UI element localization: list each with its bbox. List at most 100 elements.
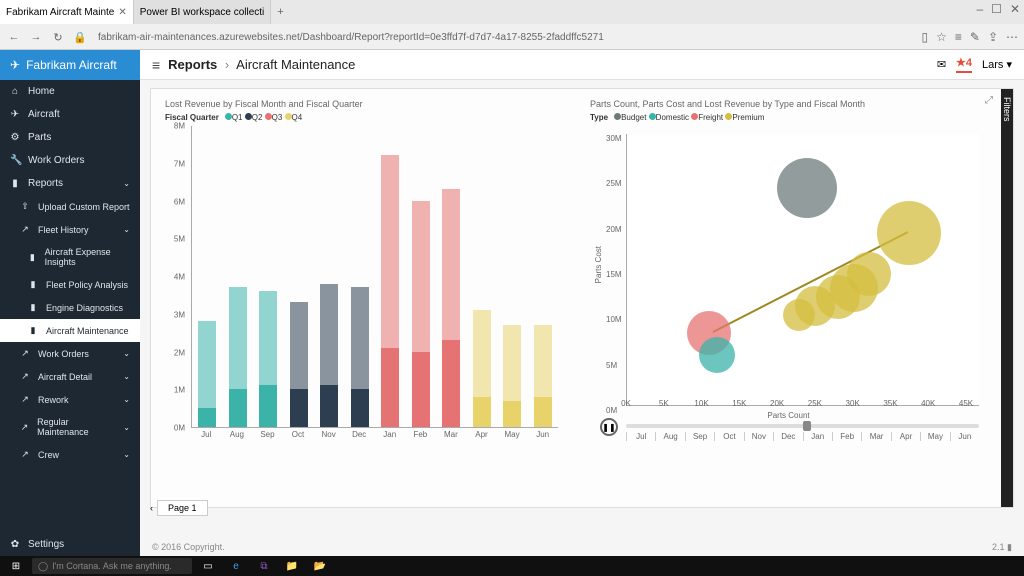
sidebar-item[interactable]: ⚙ Parts	[0, 126, 140, 149]
timeline[interactable]: ❚❚ JulAugSepOctNovDecJanFebMarAprMayJun	[626, 418, 979, 448]
bar[interactable]	[503, 325, 521, 427]
sidebar-item-label: Work Orders	[38, 349, 89, 359]
edge-icon[interactable]: e	[224, 557, 248, 575]
tab-title: Fabrikam Aircraft Mainte	[6, 7, 114, 18]
minimize-icon[interactable]: –	[976, 2, 983, 16]
sidebar: ✈ Fabrikam Aircraft ⌂Home ✈ Aircraft ⚙ Parts…	[0, 50, 140, 556]
prev-page-icon[interactable]: ‹	[150, 503, 153, 513]
browser-chrome: Fabrikam Aircraft Mainte ✕ Power BI work…	[0, 0, 1024, 50]
bar[interactable]	[259, 291, 277, 427]
bubble[interactable]	[877, 201, 941, 265]
sidebar-item-label: Parts	[28, 132, 51, 143]
sidebar-item[interactable]: ↗Fleet History⌄	[0, 218, 140, 241]
breadcrumb: Reports › Aircraft Maintenance	[168, 57, 355, 72]
bar[interactable]	[534, 325, 552, 427]
forward-icon[interactable]: →	[28, 29, 44, 45]
browser-tab[interactable]: Power BI workspace collecti	[134, 0, 272, 24]
bar[interactable]	[290, 302, 308, 427]
star-badge[interactable]: ★4	[956, 56, 972, 73]
bar-plot[interactable]	[191, 126, 558, 428]
sidebar-item[interactable]: ▮Fleet Policy Analysis	[0, 273, 140, 296]
vs-icon[interactable]: ⧉	[252, 557, 276, 575]
notes-icon[interactable]: ✎	[970, 30, 980, 44]
sidebar-item[interactable]: ⌂Home	[0, 80, 140, 103]
brand[interactable]: ✈ Fabrikam Aircraft	[0, 50, 140, 80]
sidebar-item-label: Regular Maintenance	[37, 417, 115, 437]
slider-thumb[interactable]	[803, 421, 811, 431]
address-bar: ← → ↻ 🔒 fabrikam-air-maintenances.azurew…	[0, 24, 1024, 50]
page-tab[interactable]: Page 1	[157, 500, 208, 516]
bar[interactable]	[229, 287, 247, 427]
bubble[interactable]	[699, 337, 735, 373]
pause-icon[interactable]: ❚❚	[600, 418, 618, 436]
page-tabs: ‹ Page 1	[150, 500, 208, 516]
sidebar-item[interactable]: ↗Aircraft Detail⌄	[0, 365, 140, 388]
nav-icon: ⚙	[10, 132, 20, 143]
chevron-down-icon: ⌄	[123, 450, 130, 459]
chat-icon[interactable]: ✉	[937, 58, 946, 71]
favorite-icon[interactable]: ☆	[936, 30, 947, 44]
scatter-legend: Type Budget Domestic Freight Premium	[590, 113, 987, 122]
browser-tab-active[interactable]: Fabrikam Aircraft Mainte ✕	[0, 0, 134, 24]
nav-icon: ↗	[20, 224, 30, 235]
sidebar-item[interactable]: 🔧Work Orders	[0, 149, 140, 172]
sidebar-item[interactable]: ▮Reports⌄	[0, 172, 140, 195]
scatter-chart-box: Jan Parts Cost Parts Count 0M5M10M15M20M…	[590, 126, 987, 456]
nav-icon: ▮	[28, 252, 37, 263]
chevron-down-icon: ⌄	[123, 225, 130, 234]
share-icon[interactable]: ⇪	[988, 30, 998, 44]
sidebar-item[interactable]: ⇧Upload Custom Report	[0, 195, 140, 218]
crumb-reports[interactable]: Reports	[168, 57, 217, 72]
bar[interactable]	[412, 201, 430, 428]
bubble[interactable]	[847, 252, 891, 296]
maximize-icon[interactable]: ☐	[991, 2, 1002, 16]
sidebar-item[interactable]: ↗Crew⌄	[0, 443, 140, 466]
nav-icon: ▮	[28, 325, 38, 336]
reading-icon[interactable]: ▯	[921, 30, 928, 44]
nav-icon: ↗	[20, 394, 30, 405]
refresh-icon[interactable]: ↻	[50, 29, 66, 45]
nav-icon: ✈	[10, 109, 20, 120]
brand-label: Fabrikam Aircraft	[26, 58, 117, 72]
cortana-search[interactable]: ◯ I'm Cortana. Ask me anything.	[32, 558, 192, 574]
legend-dot	[225, 113, 232, 120]
bar[interactable]	[198, 321, 216, 427]
folder-icon[interactable]: 📂	[308, 557, 332, 575]
hub-icon[interactable]: ≡	[955, 30, 962, 44]
sidebar-item[interactable]: ↗Regular Maintenance⌄	[0, 411, 140, 443]
bar[interactable]	[351, 287, 369, 427]
sidebar-item[interactable]: ▮Aircraft Expense Insights	[0, 241, 140, 273]
user-menu[interactable]: Lars ▾	[982, 58, 1012, 71]
new-tab-button[interactable]: +	[271, 6, 289, 18]
sidebar-item[interactable]: ▮Engine Diagnostics	[0, 296, 140, 319]
scatter-plot[interactable]	[626, 134, 979, 406]
sidebar-item-settings[interactable]: ✿ Settings	[0, 533, 140, 556]
bar[interactable]	[473, 310, 491, 427]
bar[interactable]	[381, 155, 399, 427]
sidebar-item[interactable]: ▮Aircraft Maintenance	[0, 319, 140, 342]
close-window-icon[interactable]: ✕	[1010, 2, 1020, 16]
taskview-icon[interactable]: ▭	[196, 557, 220, 575]
bubble[interactable]	[777, 158, 837, 218]
bar[interactable]	[320, 284, 338, 427]
back-icon[interactable]: ←	[6, 29, 22, 45]
start-icon[interactable]: ⊞	[4, 557, 28, 575]
sidebar-item-label: Aircraft	[28, 109, 60, 120]
sidebar-item[interactable]: ↗Work Orders⌄	[0, 342, 140, 365]
more-icon[interactable]: ⋯	[1006, 30, 1018, 44]
tab-bar: Fabrikam Aircraft Mainte ✕ Power BI work…	[0, 0, 1024, 24]
url-input[interactable]: fabrikam-air-maintenances.azurewebsites.…	[94, 28, 915, 46]
bar-legend: Fiscal Quarter Q1 Q2 Q3 Q4	[165, 113, 562, 122]
sidebar-item[interactable]: ↗Rework⌄	[0, 388, 140, 411]
hamburger-icon[interactable]: ≡	[152, 57, 160, 73]
copyright: © 2016 Copyright.	[152, 542, 225, 552]
main: ≡ Reports › Aircraft Maintenance ✉ ★4 La…	[140, 50, 1024, 556]
chart-title: Lost Revenue by Fiscal Month and Fiscal …	[165, 99, 562, 109]
plane-icon: ✈	[10, 58, 20, 72]
close-icon[interactable]: ✕	[118, 7, 126, 18]
sidebar-item[interactable]: ✈ Aircraft	[0, 103, 140, 126]
nav-icon: ▮	[28, 279, 38, 290]
explorer-icon[interactable]: 📁	[280, 557, 304, 575]
nav-icon: ⇧	[20, 201, 30, 212]
bar[interactable]	[442, 189, 460, 427]
